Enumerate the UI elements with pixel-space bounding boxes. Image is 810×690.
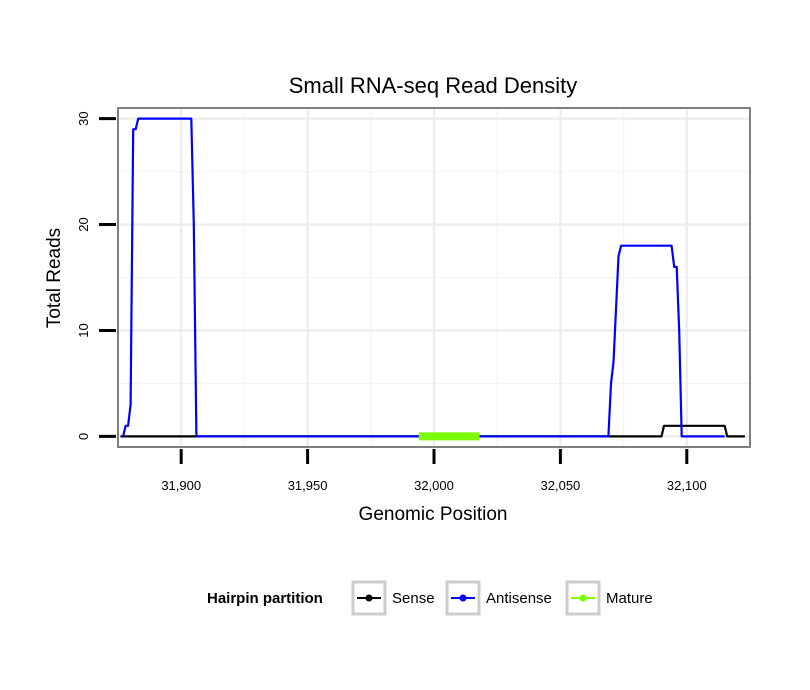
- legend-item-antisense: Antisense: [445, 580, 552, 616]
- plot-border: [117, 107, 751, 448]
- plot-area: [117, 107, 751, 448]
- y-axis-title: Total Reads: [44, 228, 65, 328]
- legend-item-mature: Mature: [565, 580, 653, 616]
- legend-label: Antisense: [486, 590, 552, 607]
- x-tick-label: 32,000: [414, 478, 454, 493]
- y-tick-label: 10: [76, 323, 91, 337]
- x-axis: 31,900 31,950 32,000 32,050 32,100: [161, 449, 707, 493]
- y-tick-label: 30: [76, 111, 91, 125]
- legend-title: Hairpin partition: [207, 590, 323, 607]
- y-tick-label: 0: [76, 433, 91, 440]
- legend-key-dot-icon: [365, 594, 373, 602]
- y-axis: 0 10 20 30: [76, 111, 116, 440]
- x-tick-label: 31,950: [288, 478, 328, 493]
- y-tick-label: 20: [76, 217, 91, 231]
- legend-label: Sense: [392, 590, 435, 607]
- series-line-antisense: [122, 117, 725, 438]
- x-axis-title: Genomic Position: [359, 504, 508, 525]
- legend-key-dot-icon: [579, 594, 587, 602]
- legend: Hairpin partition Sense Antisense Mature: [207, 580, 653, 616]
- legend-item-sense: Sense: [351, 580, 435, 616]
- chart-title: Small RNA-seq Read Density: [289, 73, 578, 98]
- x-tick-label: 31,900: [161, 478, 201, 493]
- x-tick-label: 32,050: [541, 478, 581, 493]
- legend-label: Mature: [606, 590, 653, 607]
- x-tick-label: 32,100: [667, 478, 707, 493]
- legend-key-dot-icon: [459, 594, 467, 602]
